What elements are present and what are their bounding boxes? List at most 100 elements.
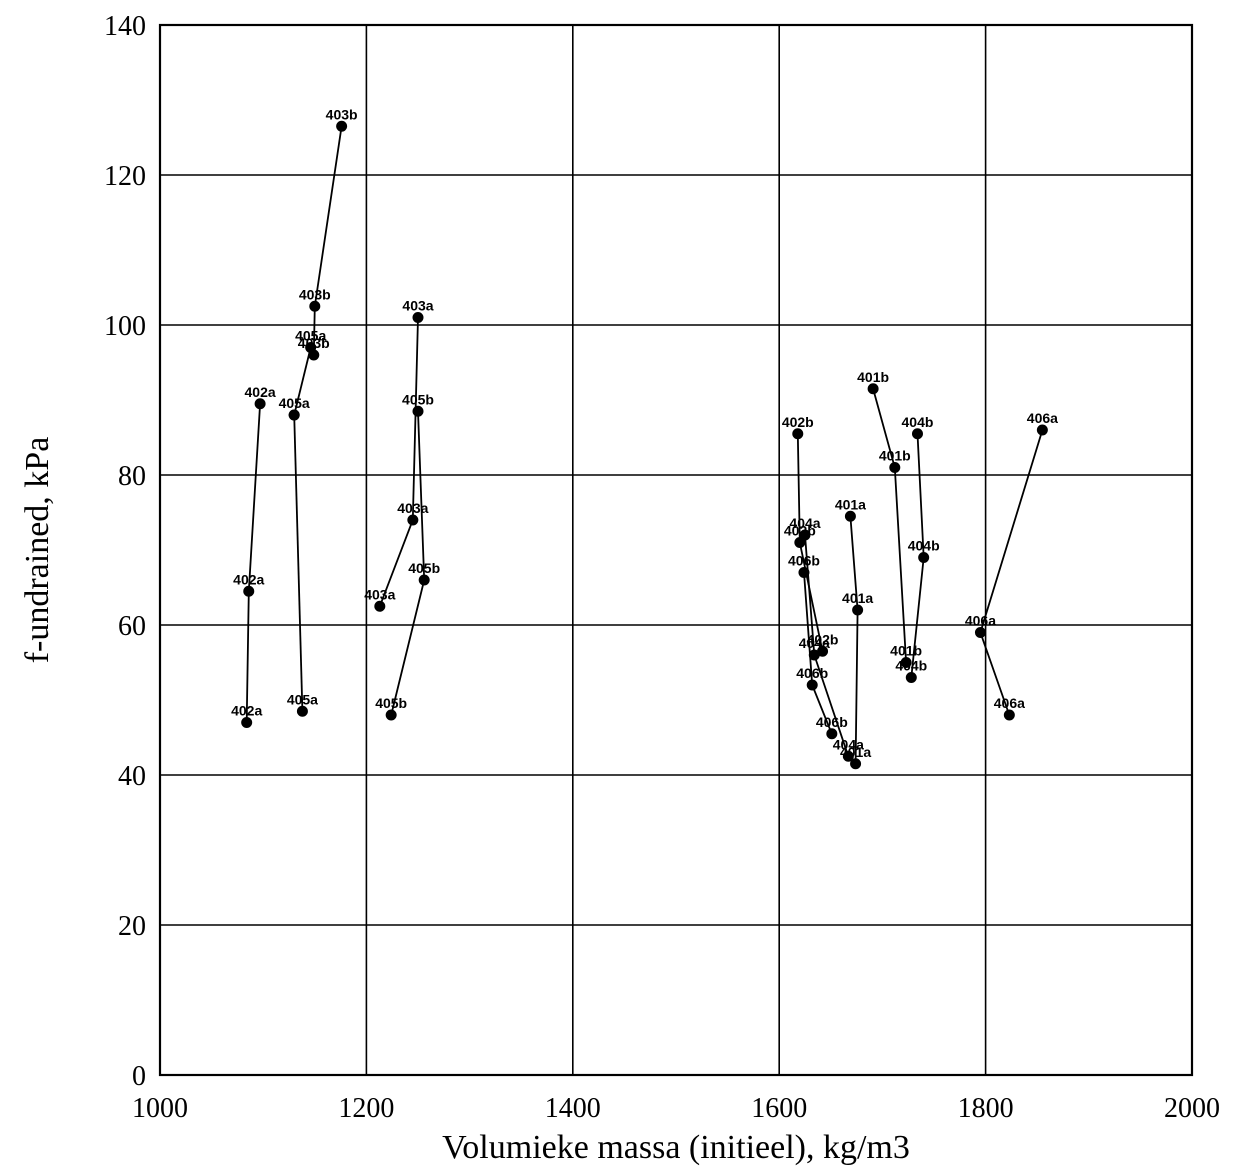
y-tick-label: 20: [118, 911, 146, 942]
x-tick-label: 1000: [132, 1093, 188, 1124]
data-point: [852, 604, 864, 616]
x-tick-label: 1600: [751, 1093, 807, 1124]
series-line: [245, 403, 261, 723]
data-point-label: 406b: [788, 553, 820, 569]
data-point-label: 402b: [782, 414, 814, 430]
data-point-label: 406a: [994, 695, 1025, 711]
data-point: [905, 672, 917, 683]
series-group: 404b 404b 404b: [895, 414, 940, 683]
series-group: 405a: [288, 328, 326, 421]
series-group: 401a 401a 401a: [835, 496, 873, 770]
y-axis-title: f-undrained, kPa: [19, 437, 56, 664]
data-point: [974, 627, 986, 638]
series-group: 406b 406b 406b: [788, 553, 848, 740]
series-line: [293, 414, 304, 712]
data-point-label: 404b: [908, 538, 940, 554]
data-point-label: 403a: [402, 298, 433, 314]
data-point-label: 401b: [879, 448, 911, 464]
data-point-label: 401a: [840, 744, 871, 760]
series-group: 403a 403a 403a: [364, 298, 434, 612]
data-point-label: 402a: [231, 703, 262, 719]
data-point: [336, 120, 348, 132]
data-point: [305, 342, 317, 353]
y-tick-label: 120: [104, 161, 146, 192]
series-group: 402a 402a 402a: [231, 384, 276, 728]
series-group: 405a 405a: [279, 395, 318, 717]
y-axis-ticks: 0 20 40 60 80 100 120 140: [104, 11, 146, 1092]
data-point-label: 406b: [816, 714, 848, 730]
data-point: [911, 428, 923, 440]
data-point-label: 401b: [857, 369, 889, 385]
series: 402a402a402a405a405a403b403b403b405a403a…: [231, 106, 1058, 770]
y-tick-label: 80: [118, 461, 146, 492]
data-point: [1003, 709, 1015, 721]
series-group: 405b 405b 405b: [375, 391, 440, 721]
plot-frame: [158, 23, 1194, 1077]
data-point: [243, 585, 255, 597]
data-point: [900, 657, 912, 668]
series-line: [872, 388, 907, 663]
data-point-label: 406a: [1027, 410, 1058, 426]
data-point: [241, 717, 253, 728]
data-point: [850, 758, 862, 770]
data-point-label: 405a: [279, 395, 310, 411]
data-point: [889, 462, 901, 473]
data-point: [799, 529, 811, 541]
data-point: [296, 705, 308, 717]
data-point: [288, 409, 300, 421]
series-line: [849, 516, 859, 764]
data-point: [806, 679, 818, 691]
data-point-label: 402b: [807, 631, 839, 647]
data-point: [867, 383, 879, 395]
data-point-label: 401a: [835, 496, 866, 512]
data-point: [412, 405, 424, 417]
x-tick-label: 1400: [545, 1093, 601, 1124]
data-point: [844, 510, 856, 522]
data-point: [254, 398, 266, 410]
data-point: [918, 552, 930, 563]
data-point-label: 404b: [895, 658, 927, 674]
data-point-label: 402a: [233, 571, 264, 587]
data-point-label: 406a: [965, 613, 996, 629]
x-axis-title: Volumieke massa (initieel), kg/m3: [442, 1129, 910, 1166]
data-point-label: 403a: [397, 500, 428, 516]
series-line: [979, 429, 1044, 716]
data-point-label: 404a: [789, 515, 820, 531]
x-tick-label: 1200: [338, 1093, 394, 1124]
data-point-label: 405b: [402, 391, 434, 407]
series-line: [293, 347, 312, 416]
data-point: [1036, 424, 1048, 436]
data-point-label: 405a: [287, 691, 318, 707]
data-point-label: 404a: [799, 635, 830, 651]
data-point-label: 405a: [295, 328, 326, 344]
data-point-label: 403b: [326, 106, 358, 122]
data-point: [385, 709, 397, 721]
x-tick-label: 2000: [1164, 1093, 1220, 1124]
data-point: [418, 574, 430, 586]
grid: [160, 25, 1192, 1075]
data-point-label: 403a: [364, 586, 395, 602]
data-point: [842, 750, 854, 762]
data-point: [309, 300, 321, 312]
series-group: 406a 406a 406a: [965, 410, 1058, 721]
data-point-label: 401b: [890, 643, 922, 659]
data-point-label: 404b: [902, 414, 934, 430]
data-point: [826, 728, 838, 740]
y-tick-label: 0: [132, 1061, 146, 1092]
data-point: [412, 312, 424, 323]
data-point: [798, 567, 810, 578]
series-line: [312, 126, 343, 356]
y-tick-label: 60: [118, 611, 146, 642]
data-point-label: 405b: [408, 560, 440, 576]
x-axis-ticks: 1000 1200 1400 1600 1800 2000: [132, 1093, 1220, 1124]
y-tick-label: 40: [118, 761, 146, 792]
y-tick-label: 140: [104, 11, 146, 42]
data-point-label: 405b: [375, 695, 407, 711]
data-point-label: 403b: [299, 286, 331, 302]
data-point-label: 401a: [842, 590, 873, 606]
data-point: [374, 600, 386, 612]
data-point: [407, 514, 419, 526]
data-point-label: 406b: [796, 665, 828, 681]
